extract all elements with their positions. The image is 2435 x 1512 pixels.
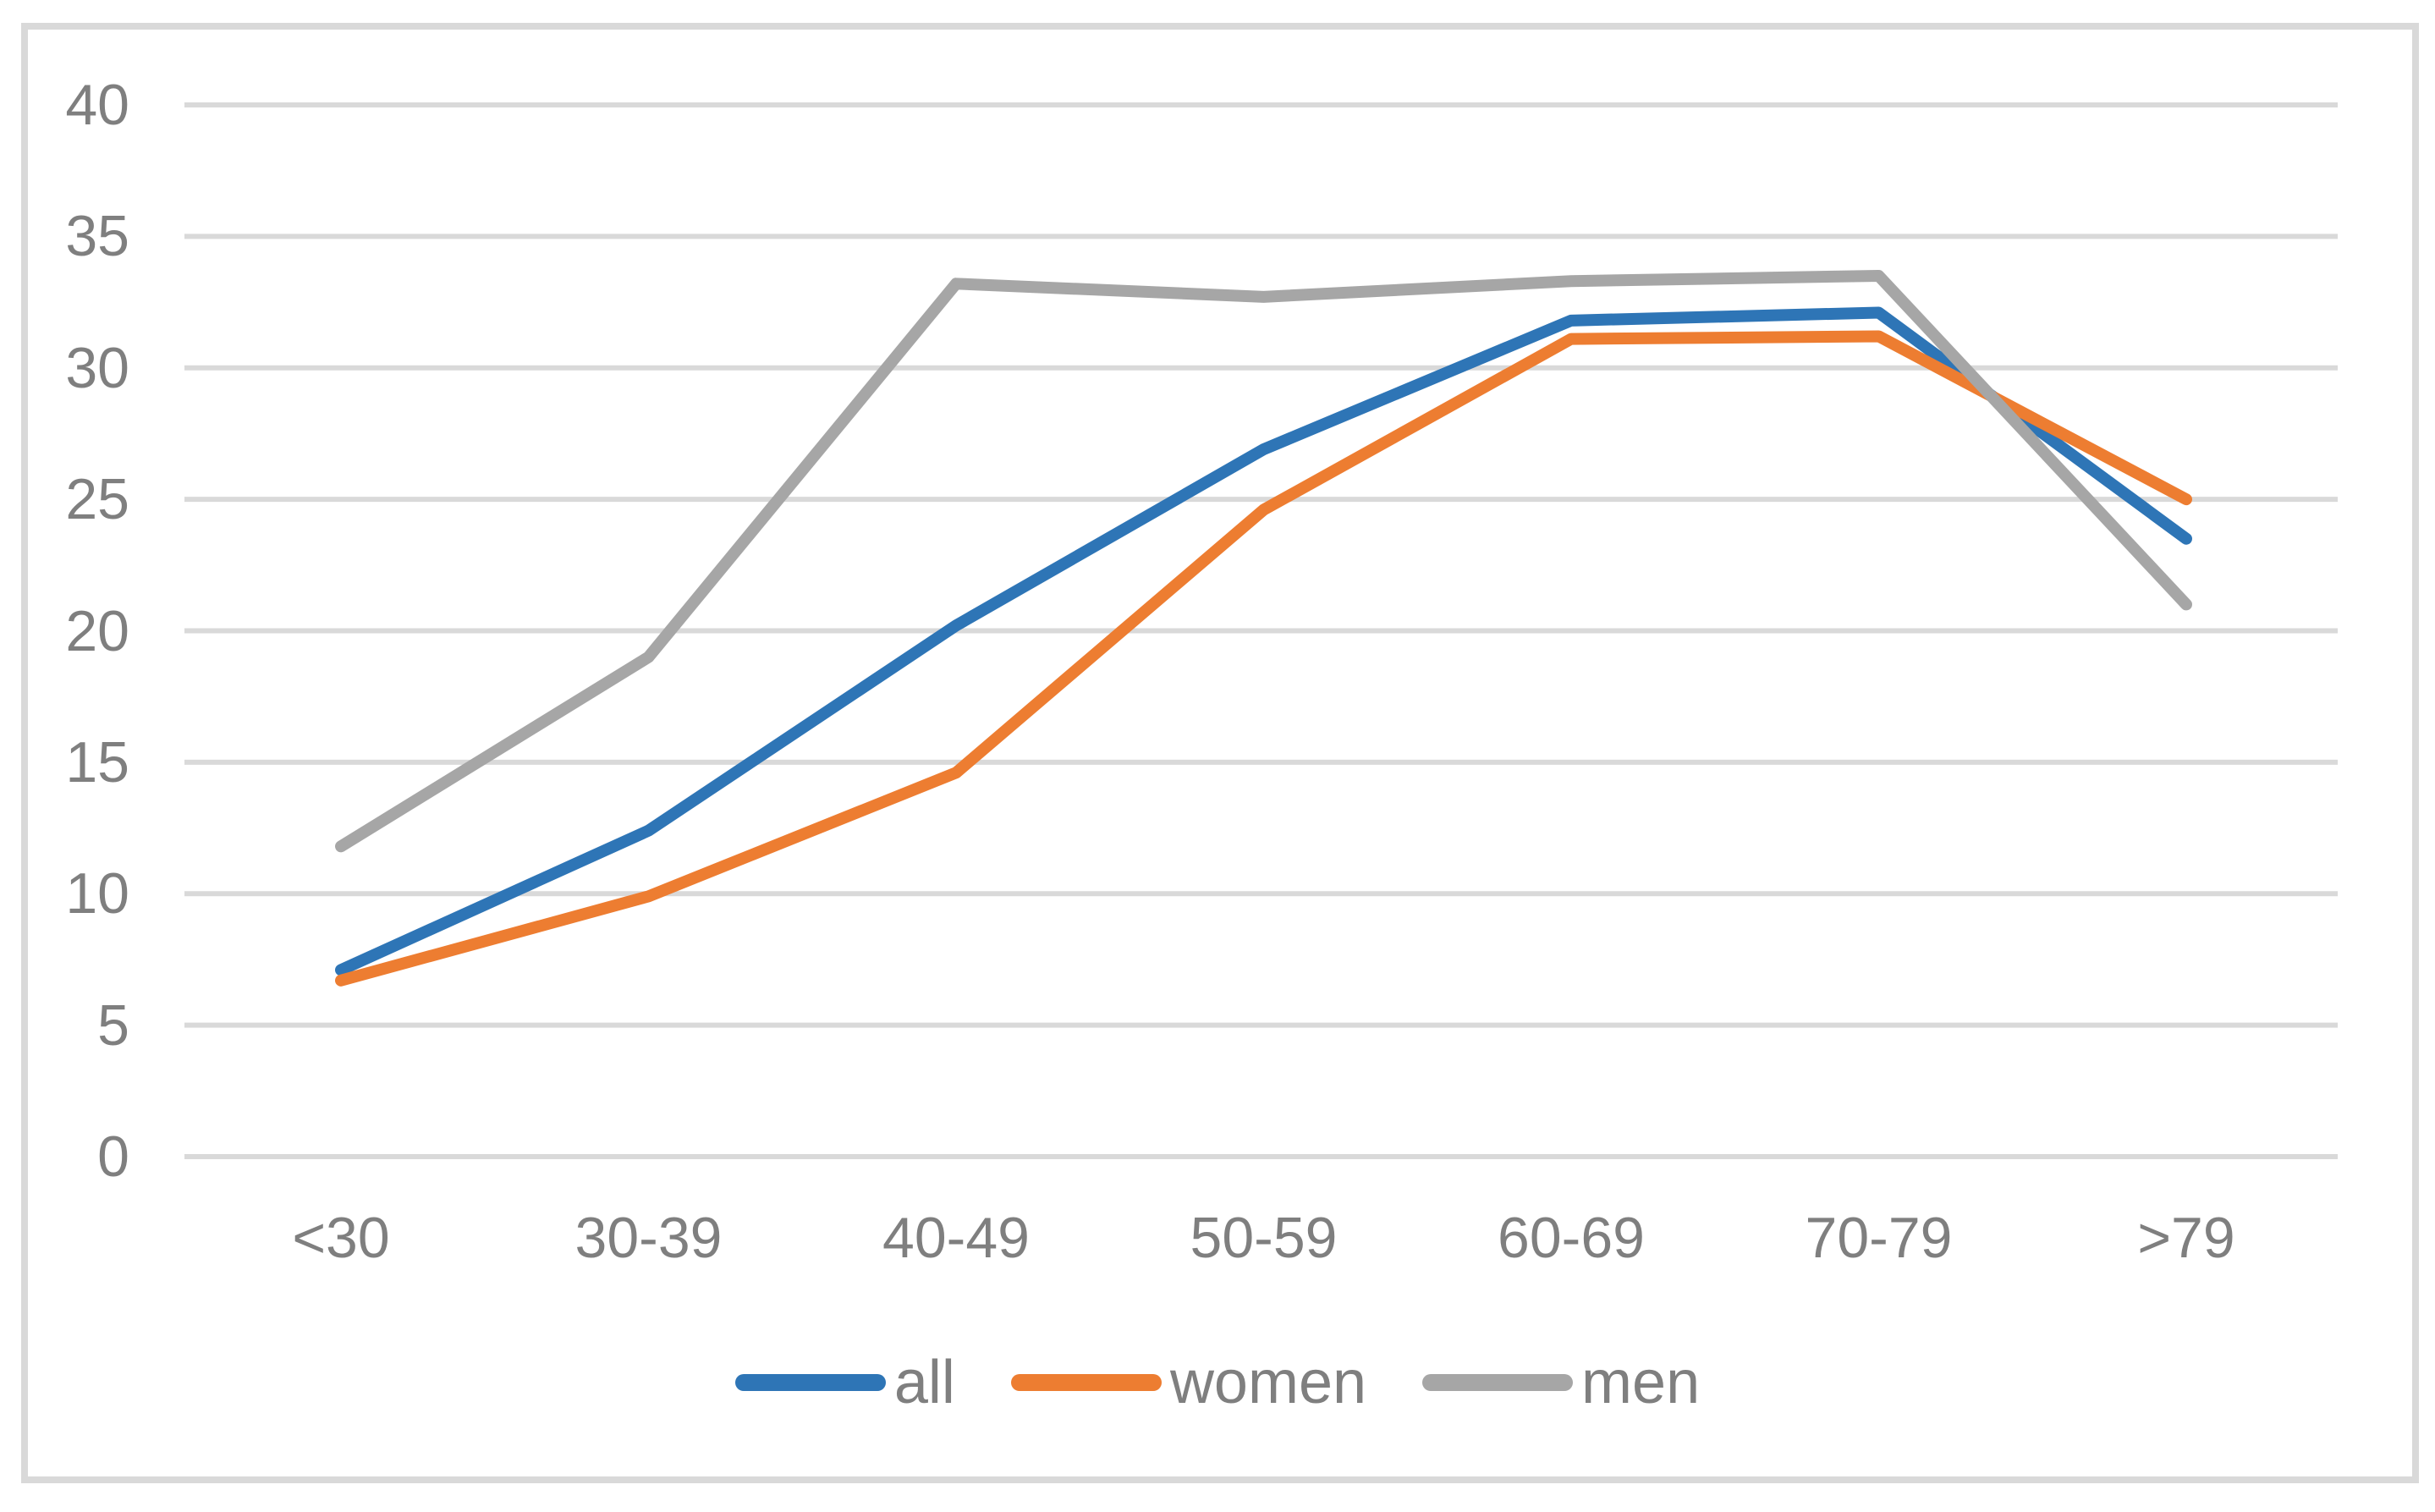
x-tick-label-6: >79 [2137,1206,2235,1270]
y-tick-label-20: 20 [65,598,129,663]
legend-item-all: all [734,1349,955,1416]
legend-item-men: men [1422,1349,1700,1416]
y-tick-label-15: 15 [65,729,129,794]
y-tick-label-40: 40 [65,73,129,137]
series-line-women [335,330,2192,987]
legend-swatch-all [734,1374,886,1391]
x-tick-label-1: 30-39 [574,1206,723,1270]
y-tick-label-30: 30 [65,335,129,400]
legend-item-women: women [1010,1349,1367,1416]
legend: all women men [0,1349,2435,1416]
series-line-all [335,306,2192,976]
y-tick-label-5: 5 [97,992,129,1058]
x-tick-label-5: 70-79 [1805,1206,1953,1270]
legend-label-men: men [1581,1349,1701,1416]
series-lines [335,269,2192,987]
x-tick-label-4: 60-69 [1498,1206,1645,1270]
legend-label-all: all [893,1349,955,1416]
x-tick-label-3: 50-59 [1190,1206,1338,1270]
y-tick-label-10: 10 [65,861,129,926]
y-tick-label-35: 35 [65,204,129,269]
x-tick-label-2: 40-49 [882,1206,1030,1270]
gridlines [184,102,2338,1159]
legend-swatch-men [1422,1374,1574,1391]
series-line-men [335,269,2192,853]
y-tick-label-25: 25 [65,467,129,532]
legend-label-women: women [1169,1349,1367,1416]
x-tick-label-0: <30 [292,1206,390,1270]
legend-swatch-women [1010,1374,1162,1391]
chart-border-frame [21,23,2419,1483]
y-tick-label-0: 0 [97,1124,129,1189]
